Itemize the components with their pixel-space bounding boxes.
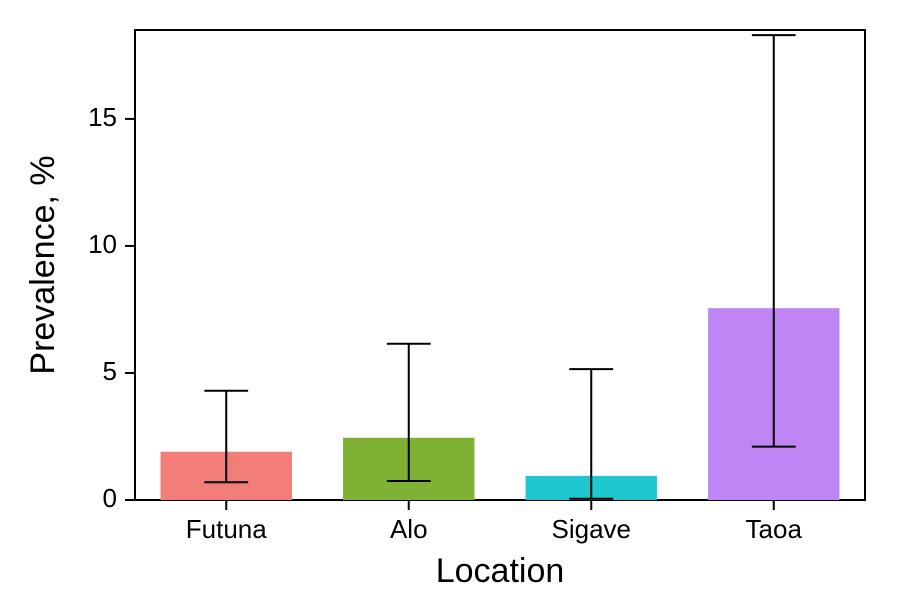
x-axis-title: Location — [436, 552, 565, 590]
x-tick-label: Futuna — [186, 514, 267, 544]
y-tick-label: 0 — [103, 483, 117, 513]
y-tick-label: 10 — [88, 229, 117, 259]
y-tick-label: 5 — [103, 356, 117, 386]
y-tick-label: 15 — [88, 102, 117, 132]
x-tick-label: Sigave — [552, 514, 632, 544]
x-tick-label: Taoa — [746, 514, 803, 544]
prevalence-bar-chart: 0 5 10 15 Prevalence, % Futuna Alo Sigave Taoa Lo… — [0, 0, 900, 616]
chart-svg: 0 5 10 15 Prevalence, % Futuna Alo Sigave Taoa Lo… — [0, 0, 900, 616]
x-tick-label: Alo — [390, 514, 428, 544]
y-axis-title: Prevalence, % — [24, 155, 62, 374]
